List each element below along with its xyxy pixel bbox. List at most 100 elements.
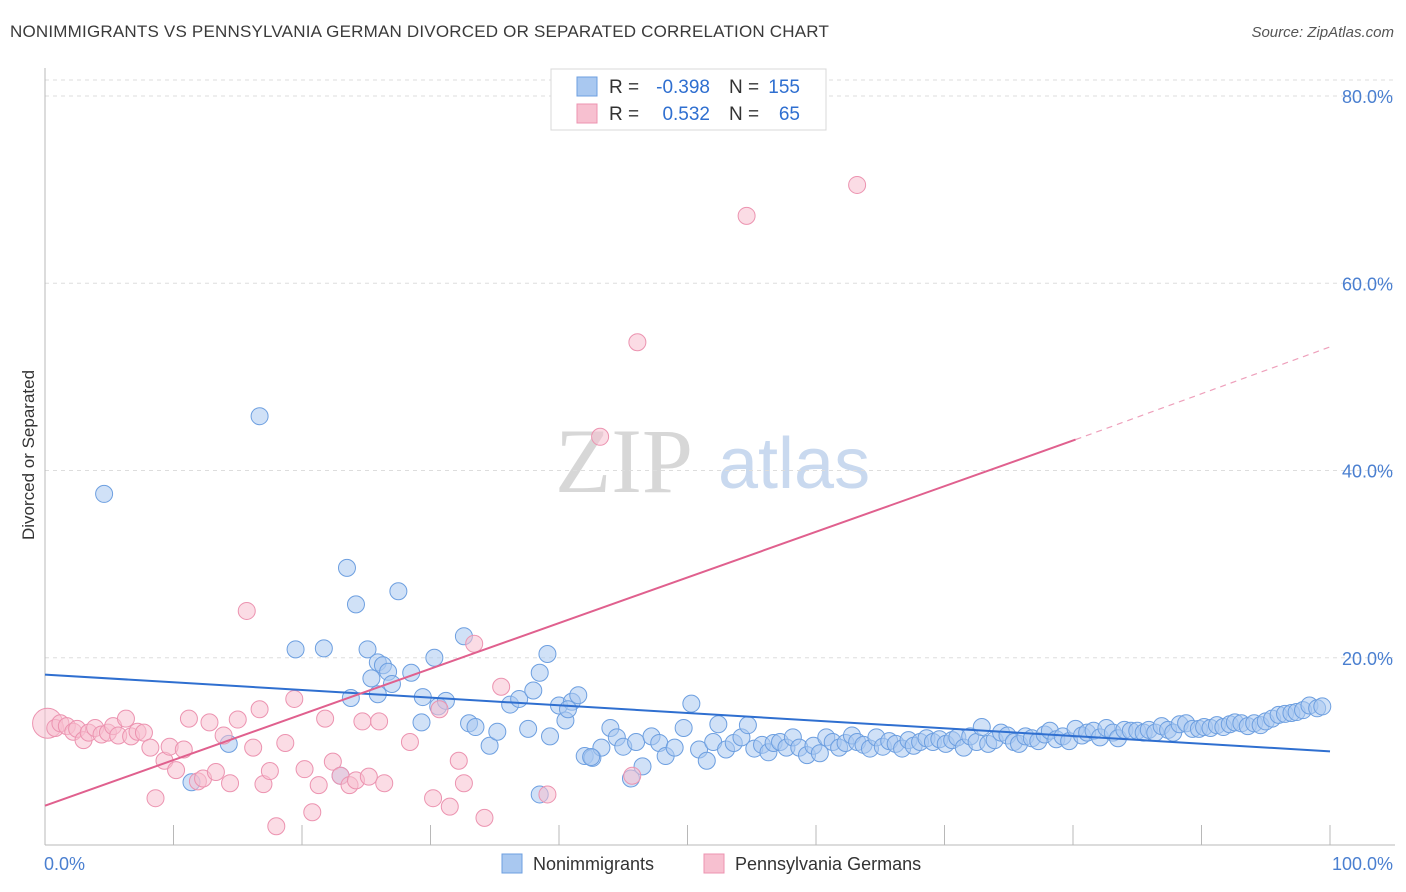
nonimmigrants-point — [389, 582, 408, 601]
nonimmigrants-point — [425, 648, 444, 667]
pennsylvania-germans-point — [146, 789, 165, 808]
nonimmigrants-point — [480, 736, 499, 755]
pennsylvania-germans-point — [538, 785, 557, 804]
legend-r-label-1: R = — [609, 77, 639, 98]
pennsylvania-germans-point — [400, 733, 419, 752]
nonimmigrants-point — [697, 751, 716, 770]
pennsylvania-germans-point — [492, 677, 511, 696]
nonimmigrants-point — [582, 747, 601, 766]
x-tick-label: 0.0% — [44, 854, 85, 874]
nonimmigrants-trend-line — [44, 673, 1331, 753]
pennsylvania-germans-point — [228, 710, 247, 729]
nonimmigrants-point — [972, 718, 991, 737]
pennsylvania-germans-point — [244, 738, 263, 757]
y-tick-label: 60.0% — [1342, 274, 1393, 294]
chart-source: Source: ZipAtlas.com — [1251, 24, 1394, 41]
pennsylvania-germans-trend-line — [44, 438, 1076, 807]
pennsylvania-germans-point — [737, 206, 756, 225]
pennsylvania-germans-point — [454, 774, 473, 793]
pennsylvania-germans-point — [134, 723, 153, 742]
pennsylvania-germans-trend-extension — [1075, 346, 1331, 441]
pennsylvania-germans-point — [475, 808, 494, 827]
pennsylvania-germans-point — [303, 803, 322, 822]
nonimmigrants-point — [674, 718, 693, 737]
x-tick-label: 100.0% — [1332, 854, 1393, 874]
axes — [44, 68, 1395, 846]
nonimmigrants-point — [346, 595, 365, 614]
nonimmigrants-point — [1313, 697, 1332, 716]
pennsylvania-germans-point — [250, 700, 269, 719]
pennsylvania-germans-point — [116, 709, 135, 728]
nonimmigrants-point — [412, 713, 431, 732]
nonimmigrants-point — [738, 716, 757, 735]
y-tick-label: 20.0% — [1342, 649, 1393, 669]
pennsylvania-germans-point — [179, 709, 198, 728]
nonimmigrants-point — [569, 686, 588, 705]
pennsylvania-germans-point — [449, 751, 468, 770]
nonimmigrants-point — [314, 639, 333, 658]
pennsylvania-germans-point — [465, 634, 484, 653]
y-tick-label: 40.0% — [1342, 462, 1393, 482]
pennsylvania-germans-point — [440, 797, 459, 816]
pennsylvania-germans-point — [260, 762, 279, 781]
nonimmigrants-point — [382, 674, 401, 693]
y-axis-label: Divorced or Separated — [19, 370, 38, 540]
nonimmigrants-point — [541, 727, 560, 746]
bottom-legend-swatch-nonimmigrants — [501, 853, 523, 874]
watermark-zip: ZIP — [555, 410, 693, 512]
legend-r-value-2: 0.532 — [662, 104, 710, 125]
nonimmigrants-point — [95, 484, 114, 503]
nonimmigrants-point — [682, 694, 701, 713]
legend-swatch-pennsylvania-germans — [576, 103, 598, 124]
bottom-legend-label-pennsylvania-germans: Pennsylvania Germans — [735, 854, 921, 874]
pennsylvania-germans-point — [285, 689, 304, 708]
legend-swatch-nonimmigrants — [576, 76, 598, 97]
nonimmigrants-point — [250, 407, 269, 426]
nonimmigrants-point — [488, 722, 507, 741]
nonimmigrants-point — [709, 715, 728, 734]
pennsylvania-germans-point — [359, 767, 378, 786]
bottom-legend-label-nonimmigrants: Nonimmigrants — [533, 854, 654, 874]
nonimmigrants-point — [519, 719, 538, 738]
y-tick-labels: 20.0% 40.0% 60.0% 80.0% — [1342, 87, 1393, 669]
chart-title: NONIMMIGRANTS VS PENNSYLVANIA GERMAN DIV… — [10, 22, 830, 41]
legend-n-value-1: 155 — [768, 77, 800, 98]
pennsylvania-germans-point — [295, 760, 314, 779]
series-legend: Nonimmigrants Pennsylvania Germans — [501, 853, 921, 874]
x-tick-labels: 0.0% 100.0% — [44, 854, 1393, 874]
legend-r-value-1: -0.398 — [656, 77, 710, 98]
pennsylvania-germans-point — [237, 601, 256, 620]
legend-n-label-1: N = — [729, 77, 759, 98]
nonimmigrants-point — [337, 558, 356, 577]
nonimmigrants-point — [530, 663, 549, 682]
pennsylvania-germans-point — [267, 817, 286, 836]
y-tick-label: 80.0% — [1342, 87, 1393, 107]
nonimmigrants-point — [627, 733, 646, 752]
pennsylvania-germans-point — [206, 762, 225, 781]
pennsylvania-germans-point — [623, 766, 642, 785]
pennsylvania-germans-point — [375, 774, 394, 793]
pennsylvania-germans-point — [353, 712, 372, 731]
grid-lines — [45, 79, 1395, 659]
pennsylvania-germans-point — [141, 738, 160, 757]
nonimmigrants-point — [362, 669, 381, 688]
nonimmigrants-point — [524, 681, 543, 700]
pennsylvania-germans-points — [32, 175, 867, 836]
legend-r-label-2: R = — [609, 104, 639, 125]
pennsylvania-germans-point — [591, 427, 610, 446]
nonimmigrants-point — [538, 645, 557, 664]
legend-n-label-2: N = — [729, 104, 759, 125]
nonimmigrants-point — [286, 640, 305, 659]
pennsylvania-germans-point — [628, 333, 647, 352]
nonimmigrants-point — [665, 738, 684, 757]
nonimmigrants-point — [466, 718, 485, 737]
legend-n-value-2: 65 — [779, 104, 800, 125]
bottom-legend-swatch-pennsylvania-germans — [703, 853, 725, 874]
pennsylvania-germans-point — [323, 752, 342, 771]
pennsylvania-germans-point — [276, 733, 295, 752]
pennsylvania-germans-point — [309, 776, 328, 795]
pennsylvania-germans-point — [424, 789, 443, 808]
pennsylvania-germans-point — [200, 713, 219, 732]
correlation-legend: R = -0.398 N = 155 R = 0.532 N = 65 — [550, 68, 827, 131]
